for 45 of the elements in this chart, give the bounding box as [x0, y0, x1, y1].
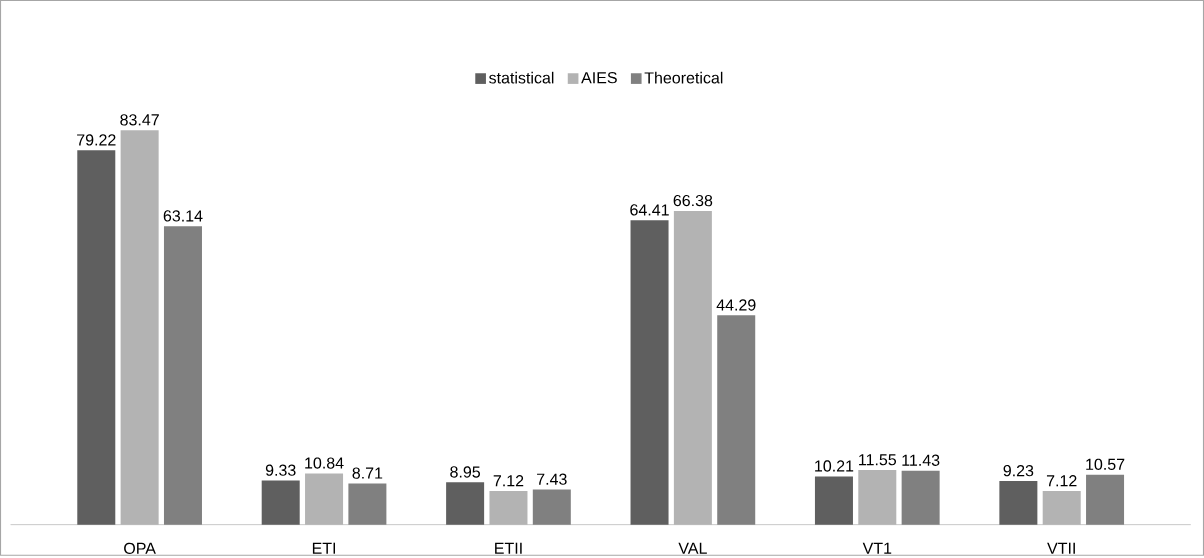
bar: [630, 220, 669, 525]
x-tick-label: ETI: [312, 542, 336, 554]
bar: [673, 210, 712, 525]
x-tick-label: VT1: [862, 542, 892, 554]
x-tick-label: VTII: [1047, 542, 1075, 554]
bar: [901, 470, 940, 525]
bar: [120, 129, 159, 525]
data-label: 7.12: [493, 474, 524, 487]
data-label: 8.95: [450, 466, 481, 478]
data-label: 9.23: [1003, 464, 1034, 477]
data-label: 66.38: [673, 194, 713, 207]
data-label: 11.55: [859, 453, 897, 466]
bar: [532, 489, 571, 525]
bar: [305, 473, 344, 525]
data-label: 64.41: [630, 204, 669, 216]
data-label: 10.21: [815, 460, 854, 472]
legend-label: AIES: [581, 71, 617, 84]
bar: [1086, 474, 1125, 525]
data-label: 11.43: [902, 454, 940, 466]
data-label: 8.71: [352, 467, 383, 479]
bar: [446, 482, 485, 525]
data-label: 9.33: [265, 464, 296, 476]
data-label: 10.57: [1086, 458, 1125, 470]
x-tick-label: ETII: [495, 542, 522, 554]
legend-label: Theoretical: [644, 71, 723, 84]
bar: [858, 469, 897, 525]
bar: [1042, 490, 1081, 525]
bar: [814, 476, 853, 525]
bar: [261, 480, 300, 525]
data-label: 7.12: [1046, 474, 1077, 487]
bar: [348, 483, 387, 525]
bar: [163, 226, 202, 525]
bar: [77, 150, 116, 525]
x-tick-label: VAL: [678, 542, 707, 554]
data-label: 10.84: [305, 457, 344, 469]
data-label: 44.29: [716, 299, 756, 311]
bar: [717, 315, 756, 525]
legend-label: statistical: [489, 71, 554, 84]
bar: [489, 490, 528, 525]
data-label: 63.14: [163, 210, 203, 222]
data-label: 7.43: [537, 473, 567, 485]
data-label: 83.47: [120, 113, 159, 126]
x-tick-label: OPA: [124, 542, 156, 554]
bar: [999, 480, 1038, 525]
data-label: 79.22: [77, 134, 116, 146]
